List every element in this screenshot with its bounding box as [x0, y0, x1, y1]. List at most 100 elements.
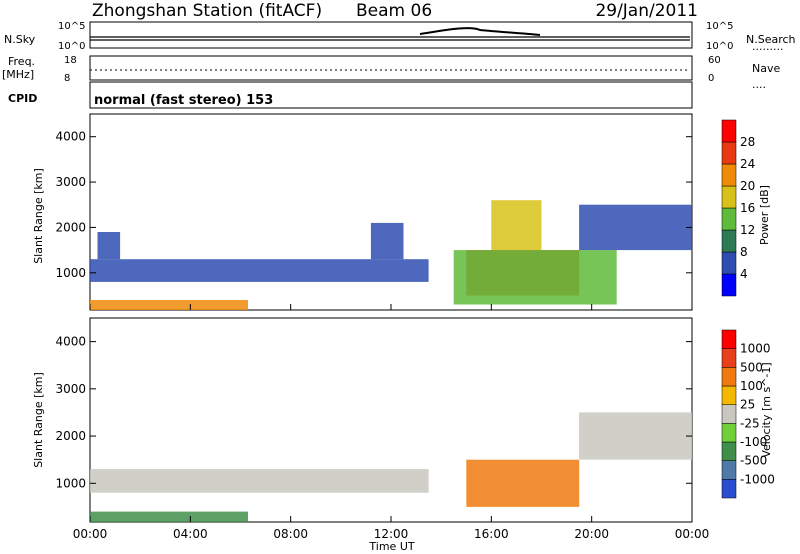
power-region-7	[579, 204, 692, 251]
velocity-colorbar-tick-5: -100	[740, 435, 767, 449]
velocity-ytick-label-3: 4000	[55, 335, 86, 349]
station-title: Zhongshan Station (fitACF)	[92, 1, 322, 21]
time-axis: 00:00 04:00 08:00 12:00 16:00 20:00 00:00	[73, 527, 710, 541]
power-ytick-label-2: 3000	[55, 175, 86, 189]
power-region-1	[90, 259, 429, 282]
nsky-tick-bottom: 10^0	[58, 41, 85, 52]
nsky-label: N.Sky	[4, 33, 36, 46]
nsky-trace	[90, 36, 690, 41]
velocity-colorbar-tick-4: -25	[740, 416, 760, 430]
velocity-colorbar-ticks: 1000 500 100 25 -25 -100 -500 -1000	[740, 342, 775, 487]
velocity-colorbar-tick-1: 500	[740, 360, 763, 374]
power-colorbar-tick-6: 28	[740, 135, 755, 149]
velocity-panel: 1000 2000 3000 4000 Slant Range [km]	[32, 317, 693, 523]
velocity-colorbar-tick-7: -1000	[740, 472, 775, 486]
power-colorbar-cell-5	[721, 163, 737, 187]
power-ytick-label-3: 4000	[55, 130, 86, 144]
velocity-colorbar-cell-8	[721, 329, 737, 349]
velocity-region-0	[90, 511, 248, 522]
power-colorbar-cell-2	[721, 229, 737, 253]
power-region-6	[491, 200, 542, 251]
nsearch-dots: .........	[752, 40, 783, 53]
time-tick-label-3: 12:00	[374, 527, 409, 541]
freq-tick-bottom: 8	[64, 73, 70, 84]
velocity-colorbar-cell-7	[721, 348, 737, 368]
power-yticks: 1000 2000 3000 4000	[55, 130, 693, 310]
power-colorbar-cells	[721, 119, 737, 297]
velocity-colorbar-tick-3: 25	[740, 398, 755, 412]
time-tick-label-4: 16:00	[474, 527, 509, 541]
power-colorbar-tick-3: 16	[740, 201, 755, 215]
velocity-colorbar-tick-6: -500	[740, 454, 767, 468]
nave-dots: ....	[752, 78, 766, 91]
power-region-3	[370, 222, 404, 260]
power-colorbar-cell-6	[721, 141, 737, 165]
power-region-2	[97, 232, 121, 260]
time-axis-label: Time UT	[368, 540, 414, 553]
power-colorbar-cell-3	[721, 207, 737, 231]
power-region-0	[90, 300, 248, 310]
freq-label-line1: Freq.	[8, 55, 35, 68]
velocity-colorbar-cell-6	[721, 367, 737, 387]
velocity-colorbar-cell-5	[721, 385, 737, 405]
nsky-tick-top: 10^5	[58, 21, 85, 32]
velocity-colorbar-cell-4	[721, 404, 737, 424]
time-tick-label-6: 00:00	[675, 527, 710, 541]
velocity-colorbar: 1000 500 100 25 -25 -100 -500 -1000 Velocity [m…	[721, 329, 775, 499]
freq-label-line2: [MHz]	[2, 68, 34, 81]
freq-frame	[89, 55, 693, 81]
power-colorbar-tick-2: 12	[740, 223, 755, 237]
power-colorbar: 4 8 12 16 20 24 28 Power [dB]	[721, 119, 771, 297]
power-colorbar-cell-0	[721, 273, 737, 297]
velocity-ylabel: Slant Range [km]	[32, 372, 45, 468]
nsearch-label: N.Search	[746, 33, 796, 46]
nsearch-tick-bottom: 10^0	[706, 41, 733, 52]
power-panel: 1000 2000 3000 4000 Slant Range [km]	[32, 113, 693, 311]
power-data-layer	[90, 200, 692, 310]
time-tick-label-2: 08:00	[273, 527, 308, 541]
velocity-data-layer	[90, 412, 692, 522]
time-tick-label-0: 00:00	[73, 527, 108, 541]
nsky-strip: N.Sky 10^5 10^0 N.Search 10^5 10^0	[4, 21, 796, 52]
power-colorbar-tick-0: 4	[740, 267, 748, 281]
power-colorbar-label: Power [dB]	[758, 185, 771, 245]
power-colorbar-tick-5: 24	[740, 157, 755, 171]
power-colorbar-ticks: 4 8 12 16 20 24 28	[740, 135, 755, 281]
nsky-frame	[89, 21, 693, 49]
freq-tick-top: 18	[64, 55, 77, 66]
velocity-colorbar-cell-3	[721, 423, 737, 443]
velocity-yticks: 1000 2000 3000 4000	[55, 335, 693, 522]
velocity-region-1	[90, 469, 429, 493]
power-colorbar-tick-4: 20	[740, 179, 755, 193]
cpid-strip: CPID normal (fast stereo) 153	[8, 81, 693, 109]
nsearch-trace	[419, 27, 541, 36]
velocity-colorbar-cell-0	[721, 479, 737, 499]
nave-label: Nave	[752, 62, 780, 75]
velocity-colorbar-tick-0: 1000	[740, 342, 771, 356]
cpid-frame	[89, 81, 693, 109]
nsearch-tick-top: 10^5	[706, 21, 733, 32]
velocity-colorbar-label: Velocity [m s^-1]	[760, 362, 773, 457]
power-region-5	[453, 250, 617, 305]
power-colorbar-tick-1: 8	[740, 245, 748, 259]
velocity-ytick-label-0: 1000	[55, 476, 86, 490]
nave-tick-top: 60	[708, 55, 721, 66]
power-ytick-label-0: 1000	[55, 266, 86, 280]
cpid-label: CPID	[8, 92, 37, 105]
power-colorbar-cell-4	[721, 185, 737, 209]
nave-tick-bottom: 0	[708, 73, 714, 84]
cpid-text: normal (fast stereo) 153	[94, 93, 273, 108]
beam-label: Beam 06	[356, 1, 432, 21]
date-label: 29/Jan/2011	[595, 1, 698, 21]
velocity-colorbar-cell-1	[721, 460, 737, 480]
time-tick-label-5: 20:00	[574, 527, 609, 541]
velocity-ytick-label-1: 2000	[55, 429, 86, 443]
power-ylabel: Slant Range [km]	[32, 168, 45, 264]
power-colorbar-cell-7	[721, 119, 737, 143]
power-colorbar-cell-1	[721, 251, 737, 275]
velocity-colorbar-tick-2: 100	[740, 379, 763, 393]
velocity-colorbar-cell-2	[721, 441, 737, 461]
power-ytick-label-1: 2000	[55, 220, 86, 234]
velocity-region-3	[579, 412, 692, 460]
